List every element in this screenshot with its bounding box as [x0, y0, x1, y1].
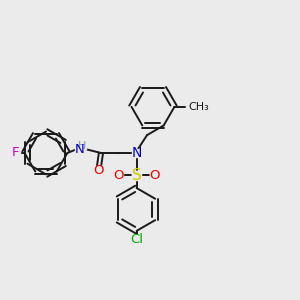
Text: O: O — [113, 169, 124, 182]
Text: S: S — [132, 168, 142, 183]
Text: H: H — [78, 140, 86, 151]
Text: Cl: Cl — [130, 233, 143, 246]
Text: CH₃: CH₃ — [188, 102, 209, 112]
Text: O: O — [149, 169, 160, 182]
Bar — [131, 235, 142, 244]
Bar — [114, 171, 123, 180]
Bar — [94, 166, 103, 175]
Text: F: F — [12, 146, 20, 160]
Bar — [132, 148, 141, 158]
Text: N: N — [131, 146, 142, 160]
Bar — [132, 170, 141, 180]
Bar — [79, 142, 86, 149]
Text: N: N — [75, 143, 84, 156]
Bar — [75, 145, 84, 154]
Text: O: O — [93, 164, 104, 177]
Bar — [150, 171, 159, 180]
Bar — [11, 148, 20, 158]
